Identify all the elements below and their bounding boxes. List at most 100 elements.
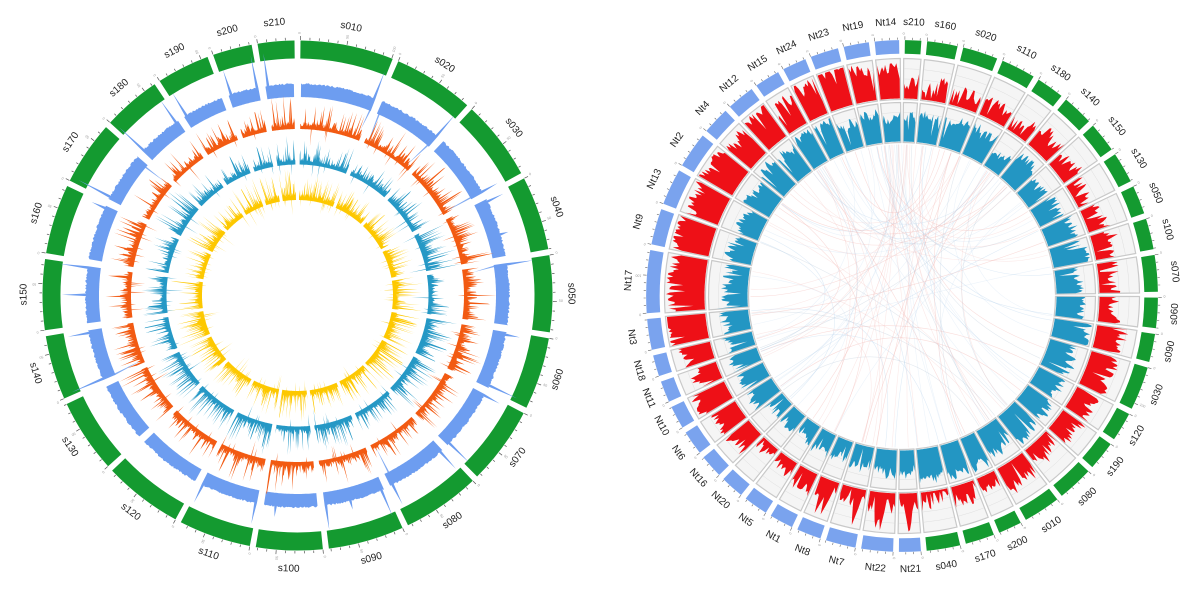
- svg-text:0: 0: [1153, 366, 1156, 370]
- svg-text:s100: s100: [278, 563, 300, 575]
- svg-text:0: 0: [693, 456, 697, 460]
- svg-text:0: 0: [651, 377, 654, 381]
- svg-text:0: 0: [1095, 118, 1099, 122]
- svg-text:0: 0: [1067, 92, 1071, 96]
- svg-text:50: 50: [506, 135, 512, 141]
- svg-text:0: 0: [1060, 502, 1064, 506]
- svg-text:50: 50: [129, 498, 135, 504]
- svg-text:0: 0: [736, 499, 740, 503]
- svg-text:0: 0: [555, 251, 558, 255]
- svg-text:0: 0: [643, 242, 646, 246]
- svg-text:0: 0: [749, 79, 753, 83]
- svg-text:0: 0: [995, 539, 999, 542]
- svg-text:0: 0: [171, 525, 175, 529]
- svg-text:50: 50: [200, 539, 205, 544]
- svg-text:0: 0: [152, 73, 156, 77]
- svg-text:50: 50: [439, 513, 445, 518]
- svg-text:Nt7: Nt7: [827, 554, 845, 569]
- svg-text:Nt14: Nt14: [875, 17, 897, 29]
- svg-text:0: 0: [247, 552, 251, 555]
- svg-text:0: 0: [398, 52, 402, 55]
- svg-text:50: 50: [84, 134, 90, 140]
- svg-text:s160: s160: [934, 19, 958, 33]
- svg-text:s090: s090: [1162, 340, 1177, 364]
- svg-text:s210: s210: [903, 17, 926, 29]
- svg-text:0: 0: [1118, 147, 1122, 151]
- svg-text:s100: s100: [1159, 218, 1175, 242]
- svg-text:0: 0: [675, 430, 679, 434]
- svg-text:50: 50: [194, 49, 199, 54]
- svg-text:0: 0: [961, 550, 965, 553]
- svg-text:0: 0: [1134, 414, 1138, 418]
- svg-text:s200: s200: [216, 23, 240, 39]
- svg-text:100: 100: [1139, 403, 1146, 409]
- svg-text:50: 50: [71, 431, 76, 436]
- svg-text:0: 0: [61, 176, 65, 180]
- svg-text:0: 0: [788, 532, 792, 536]
- svg-text:0: 0: [962, 39, 966, 42]
- svg-text:Nt3: Nt3: [625, 329, 638, 346]
- svg-text:s040: s040: [935, 559, 959, 573]
- svg-text:0: 0: [662, 403, 665, 407]
- svg-text:0: 0: [853, 553, 857, 556]
- svg-text:0: 0: [699, 125, 703, 129]
- svg-text:0: 0: [817, 543, 821, 546]
- svg-text:0: 0: [644, 350, 647, 354]
- svg-text:Nt19: Nt19: [842, 20, 865, 35]
- svg-text:50: 50: [547, 216, 552, 221]
- svg-text:0: 0: [323, 555, 327, 557]
- svg-text:s060: s060: [1169, 302, 1181, 325]
- svg-text:0: 0: [36, 330, 39, 334]
- svg-text:0: 0: [1023, 526, 1027, 530]
- svg-text:0: 0: [474, 101, 478, 105]
- svg-text:50: 50: [47, 203, 52, 208]
- svg-text:0: 0: [925, 34, 929, 36]
- svg-text:0: 0: [555, 336, 558, 340]
- svg-text:0: 0: [722, 100, 726, 104]
- svg-text:0: 0: [1092, 473, 1096, 477]
- svg-text:0: 0: [639, 313, 641, 317]
- svg-text:0: 0: [777, 62, 781, 66]
- svg-text:0: 0: [805, 49, 809, 52]
- svg-text:50: 50: [32, 282, 36, 286]
- svg-text:s150: s150: [18, 283, 29, 305]
- svg-text:50: 50: [543, 383, 548, 388]
- svg-text:50: 50: [39, 355, 44, 360]
- svg-text:100: 100: [391, 46, 397, 53]
- svg-text:0: 0: [253, 35, 257, 38]
- svg-text:s070: s070: [1168, 260, 1181, 283]
- svg-text:0: 0: [529, 413, 533, 417]
- svg-text:0: 0: [56, 400, 59, 404]
- svg-text:0: 0: [902, 32, 906, 34]
- svg-text:0: 0: [404, 533, 408, 536]
- svg-text:0: 0: [1002, 53, 1006, 56]
- svg-text:s210: s210: [263, 17, 286, 30]
- svg-text:0: 0: [477, 483, 481, 487]
- svg-text:0: 0: [298, 32, 302, 34]
- svg-text:50: 50: [136, 82, 142, 88]
- svg-text:0: 0: [871, 34, 875, 36]
- svg-text:Nt8: Nt8: [793, 543, 812, 559]
- svg-text:0: 0: [1115, 445, 1119, 449]
- svg-text:s050: s050: [565, 283, 576, 305]
- svg-text:Nt17: Nt17: [623, 269, 635, 291]
- svg-text:s010: s010: [339, 20, 363, 35]
- svg-text:100: 100: [635, 273, 641, 277]
- svg-text:50: 50: [559, 299, 563, 303]
- svg-text:0: 0: [839, 39, 843, 42]
- svg-text:50: 50: [359, 549, 364, 554]
- svg-text:0: 0: [655, 200, 658, 204]
- svg-text:0: 0: [1160, 332, 1163, 336]
- svg-text:0: 0: [1137, 180, 1141, 184]
- svg-text:0: 0: [208, 46, 212, 49]
- svg-text:0: 0: [102, 116, 106, 120]
- svg-text:0: 0: [713, 478, 717, 482]
- svg-text:0: 0: [761, 517, 765, 521]
- svg-text:50: 50: [345, 35, 350, 40]
- svg-text:0: 0: [528, 172, 532, 176]
- svg-text:Nt9: Nt9: [631, 212, 646, 230]
- svg-text:0: 0: [920, 557, 924, 559]
- svg-text:0: 0: [1160, 251, 1163, 255]
- svg-text:0: 0: [101, 470, 105, 474]
- svg-text:0: 0: [1163, 295, 1165, 299]
